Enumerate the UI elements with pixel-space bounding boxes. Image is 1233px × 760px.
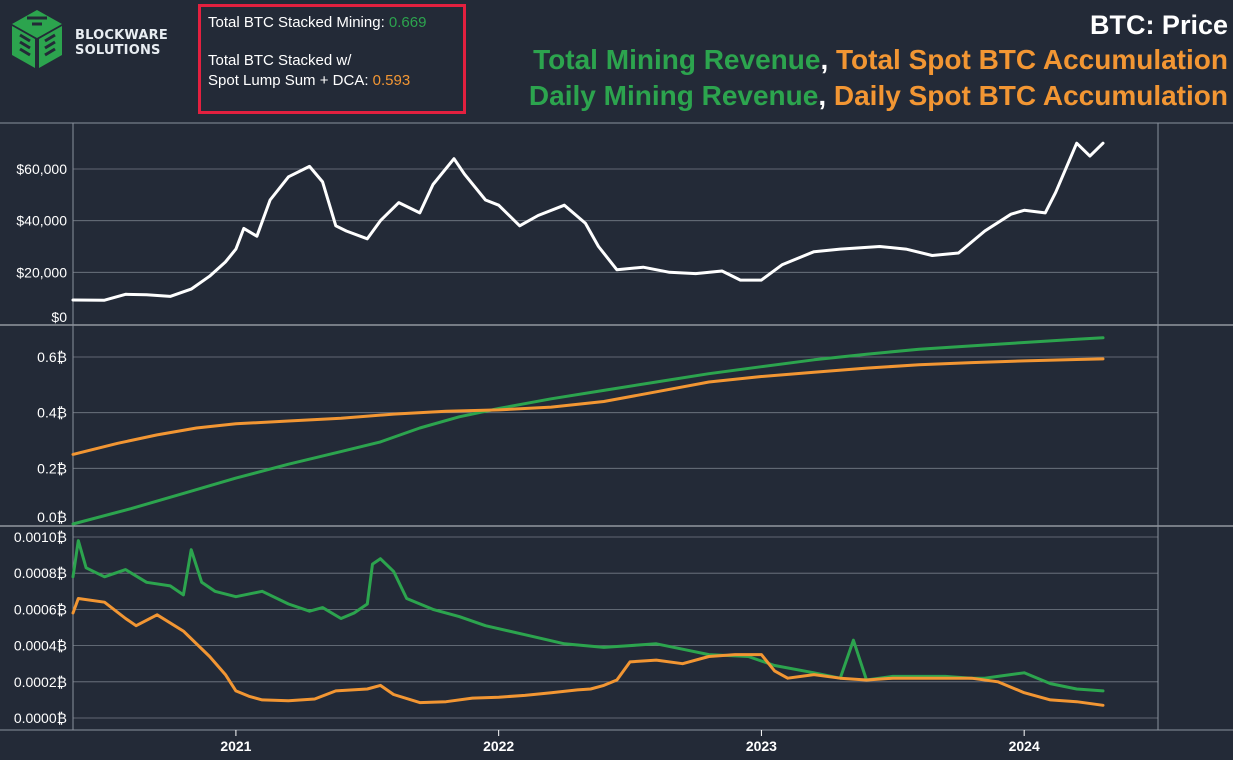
spot-stat: Spot Lump Sum + DCA: 0.593 bbox=[208, 71, 463, 91]
y-tick-label-p3-3: 0.0006₿ bbox=[14, 601, 67, 617]
series-line-p3-daily-spot-btc-accumulation bbox=[71, 597, 1105, 707]
y-tick-label-p2-3: 0.6₿ bbox=[37, 349, 67, 365]
spot-stat-value: 0.593 bbox=[372, 72, 411, 89]
y-tick-label-p1-0: $0 bbox=[51, 309, 67, 325]
series-line-p1-btc-price bbox=[71, 141, 1105, 302]
spot-stat-label-2: Spot Lump Sum + DCA: bbox=[208, 72, 373, 89]
chart-titles: BTC: Price Total Mining Revenue, Total S… bbox=[529, 8, 1228, 114]
x-tick-label-2023: 2023 bbox=[746, 738, 777, 754]
y-tick-label-p1-1: $20,000 bbox=[16, 264, 67, 280]
spot-stat-label-1: Total BTC Stacked w/ bbox=[208, 52, 352, 69]
series-line-p3-daily-mining-revenue bbox=[71, 539, 1105, 693]
y-tick-label-p1-2: $40,000 bbox=[16, 213, 67, 229]
stats-box: Total BTC Stacked Mining: 0.669 Total BT… bbox=[198, 4, 466, 114]
title-total-spot: Total Spot BTC Accumulation bbox=[836, 44, 1228, 75]
y-tick-label-p3-1: 0.0002₿ bbox=[14, 674, 67, 690]
title-daily-spot: Daily Spot BTC Accumulation bbox=[833, 80, 1228, 111]
y-tick-label-p3-0: 0.0000₿ bbox=[14, 710, 67, 726]
x-tick-label-2024: 2024 bbox=[1009, 738, 1040, 754]
brand-line-2: SOLUTIONS bbox=[75, 43, 161, 58]
brand-logo: BLOCKWARE SOLUTIONS bbox=[8, 8, 168, 72]
mining-stat: Total BTC Stacked Mining: 0.669 bbox=[208, 13, 463, 33]
title-sep-2: , bbox=[818, 80, 834, 111]
title-totals: Total Mining Revenue, Total Spot BTC Acc… bbox=[529, 42, 1228, 78]
brand-name: BLOCKWARE SOLUTIONS bbox=[75, 28, 168, 58]
brand-line-1: BLOCKWARE bbox=[75, 28, 168, 43]
x-tick-label-2022: 2022 bbox=[483, 738, 514, 754]
title-daily-mining: Daily Mining Revenue bbox=[528, 80, 819, 111]
y-tick-label-p1-3: $60,000 bbox=[16, 161, 67, 177]
y-tick-label-p3-5: 0.0010₿ bbox=[14, 529, 67, 545]
title-sep-1: , bbox=[820, 44, 836, 75]
title-daily: Daily Mining Revenue, Daily Spot BTC Acc… bbox=[529, 78, 1228, 114]
y-tick-label-p3-4: 0.0008₿ bbox=[14, 565, 67, 581]
mining-stat-value: 0.669 bbox=[388, 14, 427, 31]
y-tick-label-p2-0: 0.0₿ bbox=[37, 509, 67, 525]
mining-stat-label: Total BTC Stacked Mining: bbox=[208, 14, 389, 31]
title-total-mining: Total Mining Revenue bbox=[533, 44, 821, 75]
y-tick-label-p2-2: 0.4₿ bbox=[37, 405, 67, 421]
x-tick-label-2021: 2021 bbox=[220, 738, 251, 754]
title-price: BTC: Price bbox=[1089, 10, 1228, 40]
y-tick-label-p2-1: 0.2₿ bbox=[37, 460, 67, 476]
series-line-p2-total-spot-btc-accumulation bbox=[71, 357, 1105, 456]
cube-logo-icon bbox=[12, 10, 62, 68]
series-line-p2-total-mining-revenue bbox=[71, 336, 1105, 526]
y-tick-label-p3-2: 0.0004₿ bbox=[14, 638, 67, 654]
